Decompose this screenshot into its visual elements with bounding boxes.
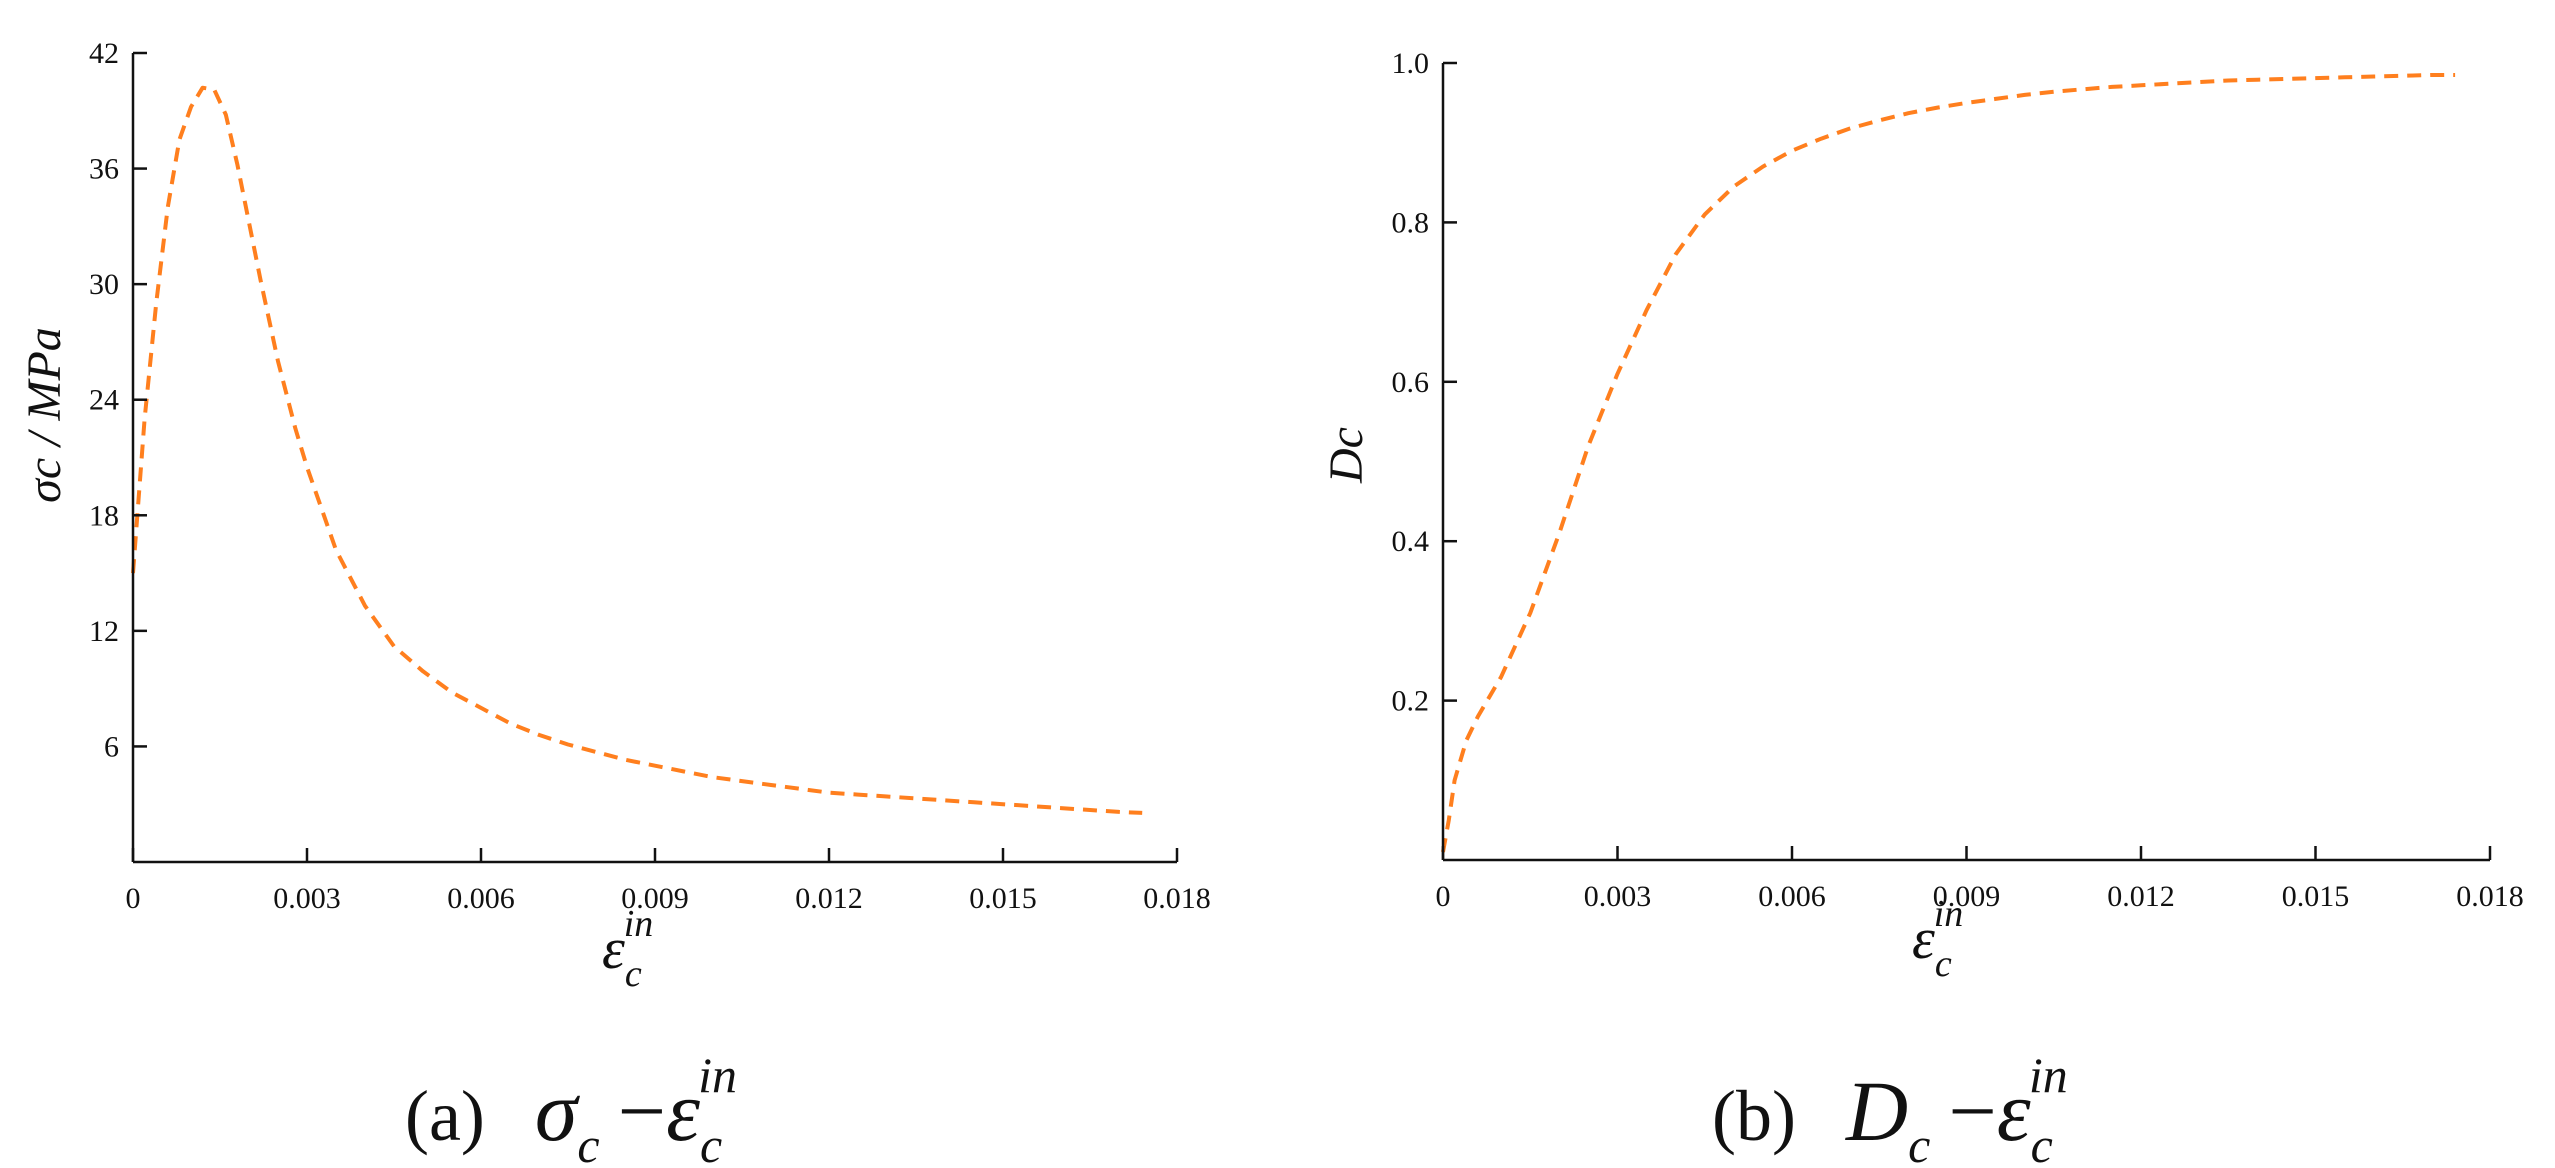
panel-b-y-tick-label: 0.2 (1392, 685, 1430, 718)
panel-a-series-line (131, 85, 1143, 815)
panel-a-axes: 0 0.003 0.006 0.009 0.012 0.015 0.018 6 12 18 24 30… (89, 37, 1211, 915)
panel-a-y-tick-label: 6 (104, 730, 119, 763)
panel-b-x-tick-label: 0.006 (1758, 880, 1826, 913)
panel-b-caption-operator: − (1948, 1063, 1997, 1159)
panel-a-y-tick-label: 36 (89, 153, 119, 186)
panel-b-caption-x-subscript: c (2031, 1117, 2053, 1168)
panel-b-caption-x-symbol: ε (1997, 1063, 2031, 1159)
panel-b-x-axis-title: εc in (1912, 893, 1963, 985)
panel-a-x-tick-label: 0.003 (273, 882, 341, 915)
panel-b-x-tick-label: 0.012 (2107, 880, 2175, 913)
panel-a-x-tick-label: 0.006 (447, 882, 515, 915)
panel-b-plot-area (1441, 73, 2456, 853)
panel-b-caption-y-symbol: D (1845, 1063, 1908, 1159)
panel-a-y-tick-label: 24 (89, 384, 119, 417)
panel-a-x-axis-subscript: c (625, 953, 642, 995)
panel-a-y-axis-title: σc / MPa (18, 327, 71, 503)
panel-a-caption-operator: − (618, 1063, 667, 1159)
panel-b-y-tick-label: 0.8 (1392, 206, 1430, 239)
panel-b-y-tick-label: 0.6 (1392, 366, 1430, 399)
panel-b-caption-letter: (b) (1712, 1076, 1796, 1156)
panel-a-caption-x-symbol: ε (666, 1063, 700, 1159)
panel-a-y-tick-label: 42 (89, 37, 119, 70)
panel-a-caption-y-subscript: c (577, 1117, 599, 1168)
panel-a-chart: 0 0.003 0.006 0.009 0.012 0.015 0.018 6 12 18 24 30… (18, 37, 1211, 1168)
panel-a-x-tick-label: 0.018 (1143, 882, 1211, 915)
panel-b-caption-x-superscript: in (2029, 1047, 2068, 1103)
panel-a-x-axis-title: εc in (602, 903, 653, 995)
panel-a-caption-x-superscript: in (698, 1047, 737, 1103)
panel-b-caption: (b) Dc −εcin (1712, 1047, 2068, 1168)
panel-a-plot-area (131, 85, 1143, 815)
panel-b-x-axis-superscript: in (1934, 893, 1964, 935)
panel-b-series-line (1441, 73, 2456, 853)
panel-b-x-axis-subscript: c (1935, 943, 1952, 985)
panel-b-caption-y-subscript: c (1908, 1117, 1930, 1168)
panel-b-y-tick-label: 0.4 (1392, 525, 1430, 558)
panel-b-chart: 0 0.003 0.006 0.009 0.012 0.015 0.018 0.2 0.4 0.6… (1320, 47, 2524, 1168)
panel-a-y-tick-label: 18 (89, 499, 119, 532)
panel-a-caption-letter: (a) (405, 1076, 485, 1156)
panel-a-caption: (a) σc −εcin (405, 1047, 737, 1168)
panel-b-x-tick-label: 0.015 (2282, 880, 2350, 913)
panel-a-x-tick-label: 0.009 (621, 882, 689, 915)
panel-a-caption-x-subscript: c (700, 1117, 722, 1168)
panel-b-y-tick-label: 1.0 (1392, 47, 1430, 80)
panel-a-y-tick-label: 30 (89, 268, 119, 301)
panel-a-x-axis-symbol: ε (602, 916, 625, 981)
panel-b-x-tick-label: 0 (1436, 880, 1451, 913)
panel-a-caption-y-symbol: σ (535, 1063, 581, 1159)
panel-a-y-tick-label: 12 (89, 615, 119, 648)
panel-a-x-tick-label: 0.015 (969, 882, 1037, 915)
panel-b-x-axis-symbol: ε (1912, 906, 1935, 971)
panel-b-x-tick-label: 0.009 (1933, 880, 2001, 913)
panel-b-y-axis-title: Dc (1320, 427, 1373, 484)
panel-a-x-tick-label: 0 (126, 882, 141, 915)
panel-b-x-tick-label: 0.003 (1584, 880, 1652, 913)
panel-b-x-tick-label: 0.018 (2456, 880, 2524, 913)
panel-b-axes: 0 0.003 0.006 0.009 0.012 0.015 0.018 0.2 0.4 0.6… (1392, 47, 2524, 913)
panel-a-x-tick-label: 0.012 (795, 882, 863, 915)
panel-a-x-axis-superscript: in (624, 903, 654, 945)
